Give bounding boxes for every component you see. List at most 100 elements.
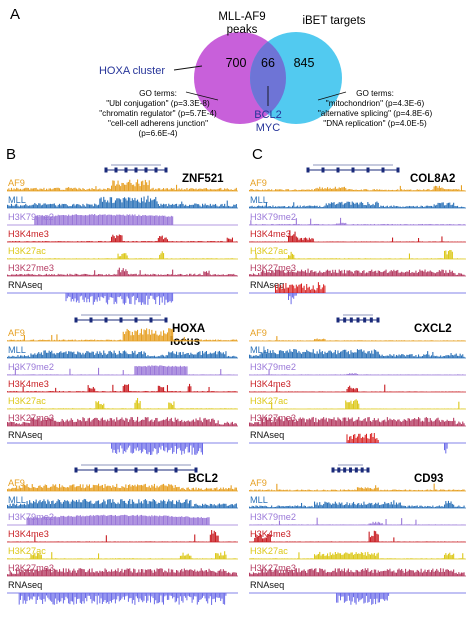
locus-gene-name: ZNF521 [182,173,224,185]
go-left-line: "cell-cell adherens junction" [108,119,208,128]
track-h3k79me2: H3K79me2 [249,212,466,226]
track-label: MLL [250,345,268,355]
track-label: MLL [8,195,26,205]
track-af9: AF9 [7,478,238,492]
track-h3k79me2: H3K79me2 [249,362,466,376]
venn-overlap [249,41,287,115]
track-label: H3K27me3 [8,263,54,273]
genome-browser-panels: ZNF521 AF9 MLL H3K79me2 H3K4me3 H3K27ac H3K27m… [7,164,466,605]
track-mll: MLL [249,495,466,509]
track-af9: AF9 [7,328,238,342]
gene-model [74,464,198,473]
venn-right-title: iBET targets [302,15,365,27]
track-h3k4me3: H3K4me3 [7,379,238,393]
go-left-line: GO terms: [139,89,177,98]
locus-bcl2-browser: BCL2 AF9 MLL H3K79me2 H3K4me3 H3K27ac H3K27me3… [7,464,238,605]
track-label: H3K4me3 [8,529,49,539]
track-label: H3K79me2 [8,362,54,372]
track-h3k27ac: H3K27ac [7,396,238,410]
gene-model [104,164,168,173]
count-overlap: 66 [261,56,275,70]
track-h3k27ac: H3K27ac [7,546,238,560]
track-label: AF9 [8,328,25,338]
venn-left-subtitle: peaks [227,24,258,36]
track-label: H3K27ac [8,246,46,256]
go-left-line: (p=6.6E-4) [139,129,178,138]
track-label: AF9 [8,478,25,488]
track-h3k27me3: H3K27me3 [7,263,238,277]
track-h3k27me3: H3K27me3 [7,413,238,427]
track-h3k79me2: H3K79me2 [7,512,238,526]
track-label: AF9 [250,328,267,338]
locus-cxcl2-browser: CXCL2 AF9 MLL H3K79me2 H3K4me3 H3K27ac H3K27me… [249,314,466,454]
go-terms-left: GO terms:"Ubl conjugation" (p=3.3E-8)"ch… [99,89,217,138]
track-h3k27ac: H3K27ac [249,546,466,560]
track-label: H3K27me3 [250,263,296,273]
locus-gene-name: COL8A2 [410,173,455,185]
track-label: MLL [250,195,268,205]
overlap-gene-1: BCL2 [254,109,282,121]
panel-c-letter: C [252,146,263,163]
locus-gene-name: CXCL2 [414,323,452,335]
gene-model [306,164,400,173]
track-h3k79me2: H3K79me2 [7,212,238,226]
panel-b-letter: B [6,146,16,163]
track-label: H3K27ac [8,546,46,556]
track-af9: AF9 [7,178,238,192]
track-label: H3K4me3 [8,229,49,239]
track-label: H3K27ac [250,396,288,406]
track-mll: MLL [249,195,466,209]
go-right-line: "alternative splicing" (p=4.8E-6) [318,109,433,118]
track-label: H3K27ac [8,396,46,406]
track-rnaseq: RNAseq [249,580,466,605]
go-right-line: "mitochondrion" (p=4.3E-6) [326,99,425,108]
locus-gene-name: CD93 [414,473,443,485]
track-af9: AF9 [249,478,466,492]
go-right-line: "DNA replication" (p=4.0E-5) [323,119,427,128]
track-label: H3K27me3 [250,563,296,573]
count-right: 845 [294,56,315,70]
track-label: H3K4me3 [250,229,291,239]
track-label: RNAseq [250,580,284,590]
locus-gene-name-2: locus [170,336,200,348]
track-h3k27ac: H3K27ac [7,246,238,260]
track-label: H3K27me3 [8,563,54,573]
locus-znf521-browser: ZNF521 AF9 MLL H3K79me2 H3K4me3 H3K27ac H3K27m… [7,164,238,305]
overlap-gene-2: MYC [256,122,281,134]
track-mll: MLL [7,345,238,359]
track-rnaseq: RNAseq [7,280,238,305]
track-h3k27ac: H3K27ac [249,396,466,410]
locus-gene-name: HOXA [172,323,205,335]
track-label: RNAseq [250,430,284,440]
hoxa-cluster-label: HOXA cluster [99,65,165,77]
track-label: AF9 [8,178,25,188]
track-h3k4me3: H3K4me3 [7,529,238,543]
track-label: MLL [8,495,26,505]
track-rnaseq: RNAseq [249,430,466,454]
track-label: H3K79me2 [250,512,296,522]
track-label: H3K27ac [250,246,288,256]
gene-model [336,314,380,323]
track-label: RNAseq [250,280,284,290]
track-label: H3K27me3 [250,413,296,423]
locus-cd93-browser: CD93 AF9 MLL H3K79me2 H3K4me3 H3K27ac H3K27me3… [249,464,466,605]
track-af9: AF9 [249,178,466,192]
track-label: H3K4me3 [250,379,291,389]
track-label: H3K79me2 [250,362,296,372]
track-rnaseq: RNAseq [249,280,466,305]
track-h3k27me3: H3K27me3 [249,563,466,577]
track-mll: MLL [7,195,238,209]
track-label: H3K27ac [250,546,288,556]
track-h3k4me3: H3K4me3 [7,229,238,243]
track-h3k4me3: H3K4me3 [249,229,466,243]
track-h3k79me2: H3K79me2 [249,512,466,526]
hoxa-pointer [173,65,203,71]
track-h3k27ac: H3K27ac [249,246,466,260]
track-h3k27me3: H3K27me3 [7,563,238,577]
panel-a-letter: A [10,6,20,23]
track-label: AF9 [250,178,267,188]
track-af9: AF9 [249,328,466,342]
track-h3k27me3: H3K27me3 [249,413,466,427]
